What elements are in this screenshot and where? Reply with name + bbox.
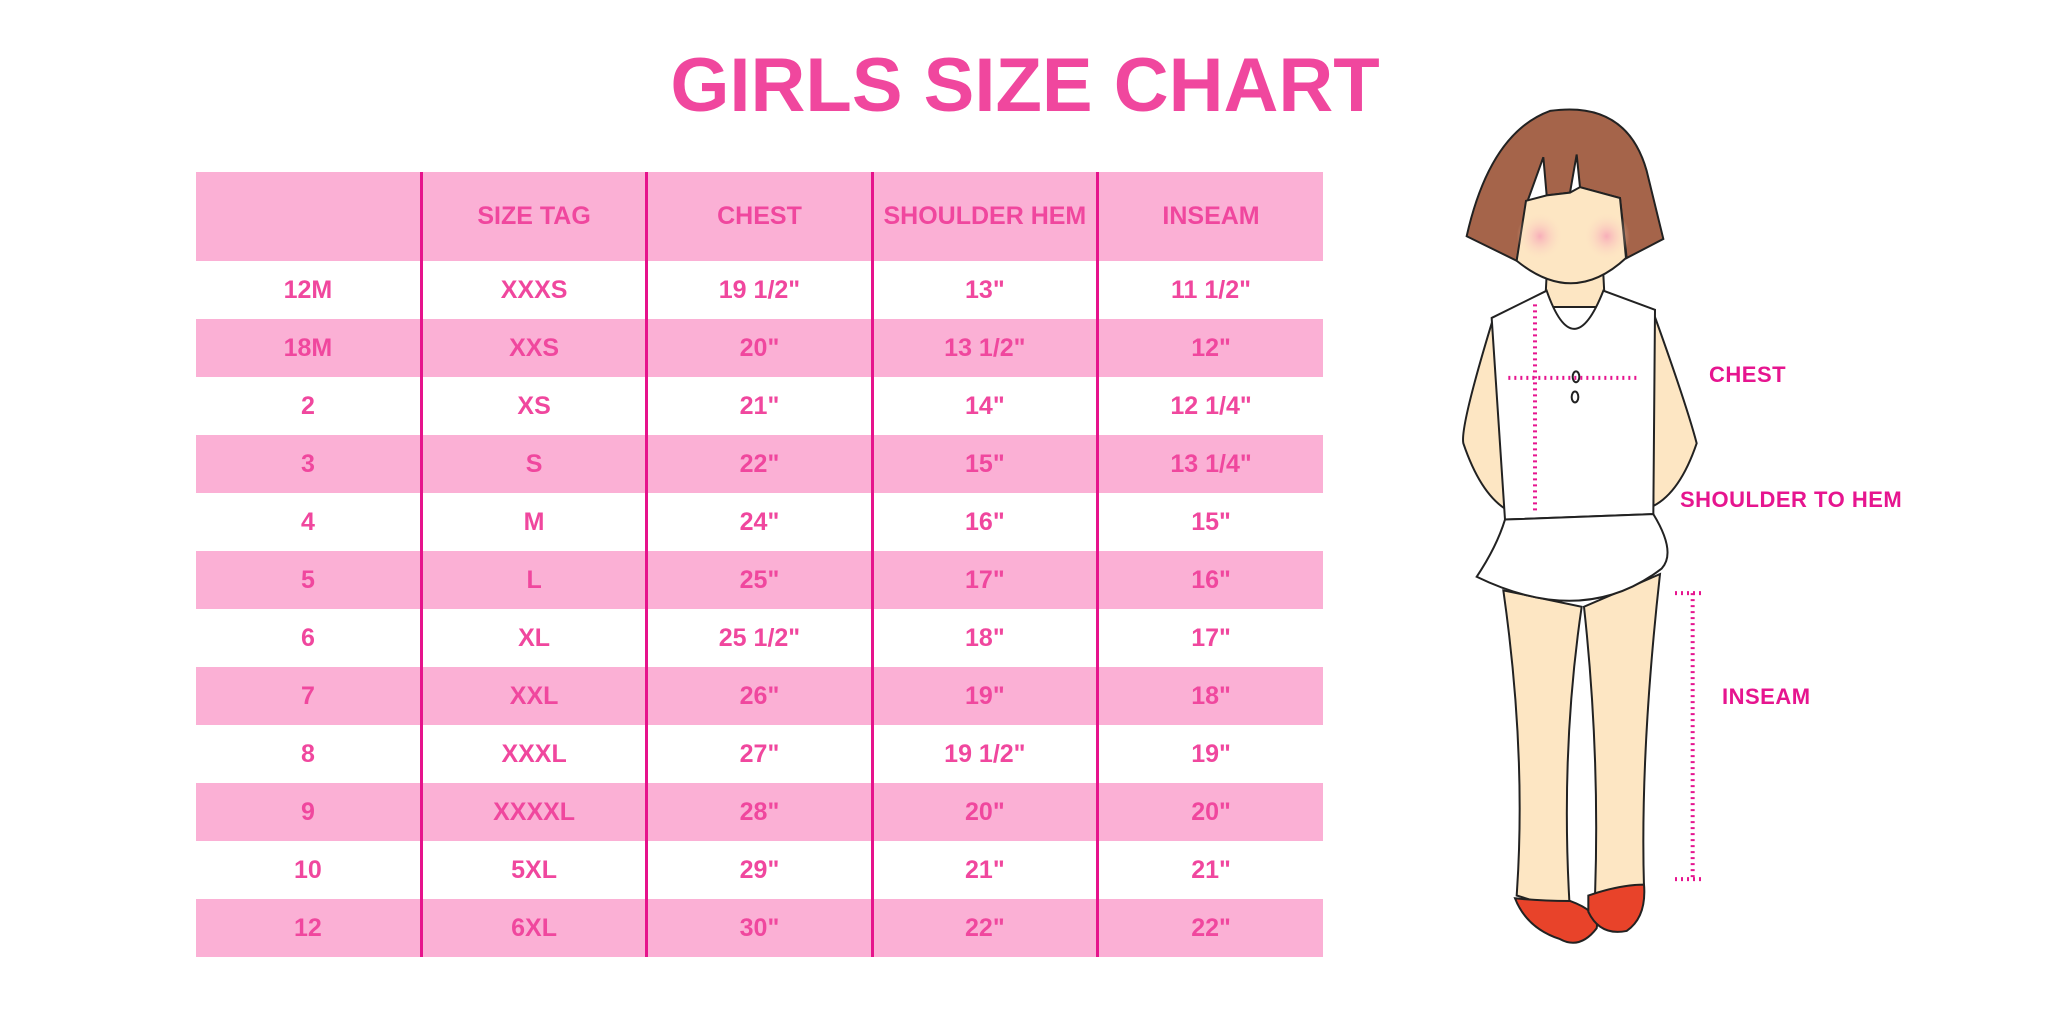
page-title: GIRLS SIZE CHART — [670, 43, 1380, 128]
column-header: CHEST — [645, 172, 873, 261]
table-cell: XS — [419, 377, 647, 435]
table-cell: XXS — [419, 319, 647, 377]
table-cell: 22" — [1096, 899, 1323, 957]
table-row: 18M XXS 20" 13 1/2" 12" — [196, 319, 1323, 377]
table-cell: 15" — [1096, 493, 1323, 551]
table-cell: 17" — [1096, 609, 1323, 667]
table-cell: 10 — [294, 855, 322, 884]
table-cell: 7 — [196, 667, 422, 725]
table-cell: 18" — [1096, 667, 1323, 725]
table-cell: 14" — [870, 377, 1098, 435]
table-cell: 21" — [645, 377, 873, 435]
table-cell: 19" — [870, 667, 1098, 725]
table-cell: XXL — [419, 667, 647, 725]
table-cell: 13" — [870, 261, 1098, 319]
chest-label: CHEST — [1709, 362, 1787, 387]
table-cell: 12M — [283, 275, 333, 304]
table-row: 12 6XL 30" 22" 22" — [196, 899, 1323, 957]
table-cell: 13 1/2" — [870, 319, 1098, 377]
table-cell: 6XL — [419, 899, 647, 957]
right-arm — [1653, 313, 1696, 506]
left-cheek — [1516, 211, 1564, 261]
table-cell: 5XL — [419, 841, 647, 899]
table-cell: 19 1/2" — [645, 261, 873, 319]
right-leg — [1584, 574, 1660, 895]
table-cell: 6 — [300, 623, 315, 652]
table-cell: 18M — [196, 319, 422, 377]
table-row: 2 XS 21" 14" 12 1/4" — [196, 377, 1323, 435]
column-header: SHOULDER HEM — [870, 172, 1098, 261]
table-cell: 12" — [1096, 319, 1323, 377]
table-cell: 30" — [645, 899, 873, 957]
skirt — [1477, 514, 1668, 601]
button-icon — [1572, 392, 1579, 403]
column-header: INSEAM — [1096, 172, 1323, 261]
girl-measurement-illustration — [1440, 100, 1940, 950]
table-row: 6 XL 25 1/2" 18" 17" — [196, 609, 1323, 667]
table-cell: 5 — [196, 551, 422, 609]
size-table: SIZE TAG CHEST SHOULDER HEM INSEAM 12M XXXS 1… — [196, 172, 1323, 957]
table-row: 7 XXL 26" 19" 18" — [196, 667, 1323, 725]
table-cell: 25" — [645, 551, 873, 609]
table-cell: 8 — [300, 739, 315, 768]
table-cell: 19" — [1096, 725, 1323, 783]
table-cell: 27" — [645, 725, 873, 783]
table-cell: 12 — [196, 899, 422, 957]
table-cell: 17" — [870, 551, 1098, 609]
table-cell: XXXL — [419, 725, 647, 783]
table-cell: 16" — [1096, 551, 1323, 609]
table-cell: 29" — [645, 841, 873, 899]
table-cell: S — [419, 435, 647, 493]
table-row: 8 XXXL 27" 19 1/2" 19" — [196, 725, 1323, 783]
table-cell: 26" — [645, 667, 873, 725]
table-row: 3 S 22" 15" 13 1/4" — [196, 435, 1323, 493]
shirt — [1492, 291, 1655, 520]
left-shoe — [1515, 898, 1597, 942]
table-cell: 24" — [645, 493, 873, 551]
table-cell: L — [419, 551, 647, 609]
hair — [1467, 109, 1664, 260]
table-cell: 20" — [645, 319, 873, 377]
table-cell: 25 1/2" — [645, 609, 873, 667]
table-cell: 19 1/2" — [870, 725, 1098, 783]
table-row: 10 5XL 29" 21" 21" — [196, 841, 1323, 899]
inseam-label: INSEAM — [1722, 684, 1811, 709]
right-cheek — [1583, 211, 1630, 261]
column-header — [196, 172, 422, 261]
table-cell: 20" — [1096, 783, 1323, 841]
table-cell: 28" — [645, 783, 873, 841]
table-header-row: SIZE TAG CHEST SHOULDER HEM INSEAM — [196, 172, 1323, 261]
table-cell: 21" — [870, 841, 1098, 899]
table-cell: 22" — [645, 435, 873, 493]
table-cell: 18" — [870, 609, 1098, 667]
table-cell: 9 — [196, 783, 422, 841]
table-cell: 22" — [870, 899, 1098, 957]
table-cell: 4 — [300, 507, 315, 536]
table-cell: 3 — [196, 435, 422, 493]
table-cell: M — [419, 493, 647, 551]
table-row: 12M XXXS 19 1/2" 13" 11 1/2" — [196, 261, 1323, 319]
table-cell: 11 1/2" — [1096, 261, 1323, 319]
table-row: 4 M 24" 16" 15" — [196, 493, 1323, 551]
shoulder-to-hem-label: SHOULDER TO HEM — [1680, 487, 1903, 512]
column-header: SIZE TAG — [419, 172, 647, 261]
table-cell: 2 — [300, 391, 315, 420]
right-shoe — [1588, 885, 1644, 932]
table-cell: XXXXL — [419, 783, 647, 841]
table-cell: 12 1/4" — [1096, 377, 1323, 435]
left-leg — [1503, 590, 1581, 911]
table-cell: XXXS — [419, 261, 647, 319]
table-cell: 20" — [870, 783, 1098, 841]
table-row: 5 L 25" 17" 16" — [196, 551, 1323, 609]
table-cell: 15" — [870, 435, 1098, 493]
table-cell: XL — [419, 609, 647, 667]
table-cell: 13 1/4" — [1096, 435, 1323, 493]
table-row: 9 XXXXL 28" 20" 20" — [196, 783, 1323, 841]
table-cell: 16" — [870, 493, 1098, 551]
table-cell: 21" — [1096, 841, 1323, 899]
